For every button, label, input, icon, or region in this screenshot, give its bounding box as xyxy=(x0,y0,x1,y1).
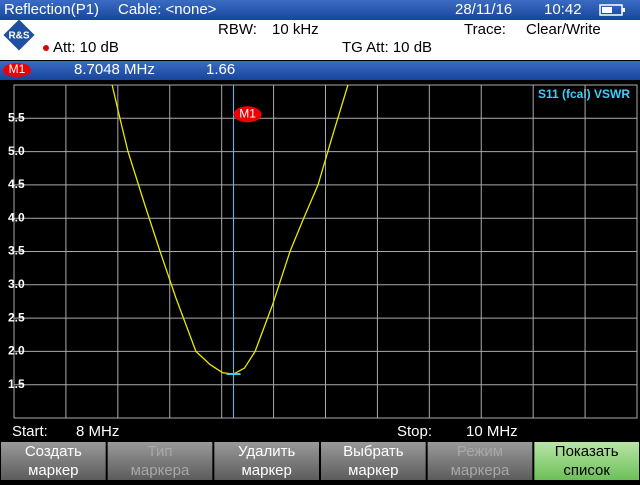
softkey[interactable]: Создать маркер xyxy=(1,442,106,480)
y-tick-label: 2.5 xyxy=(8,310,25,324)
start: 8 MHz xyxy=(76,423,119,440)
trace xyxy=(111,84,349,375)
softkey[interactable]: Удалить маркер xyxy=(214,442,319,480)
y-tick-label: 3.0 xyxy=(8,277,25,291)
marker-flag-label: M1 xyxy=(239,106,256,120)
att-dot xyxy=(43,45,49,51)
cable: Cable: <none> xyxy=(118,1,217,18)
stop-label: Stop: xyxy=(397,423,432,440)
y-tick-label: 5.0 xyxy=(8,144,25,158)
softkey-bg xyxy=(107,442,213,480)
y-tick-label: 4.0 xyxy=(8,210,25,224)
softkey-bg xyxy=(534,442,639,480)
softkey-label: Показать список xyxy=(555,443,619,479)
softkey-line: Показать xyxy=(555,443,619,460)
softkey-label: Удалить маркер xyxy=(238,443,295,479)
softkey-bg xyxy=(1,442,106,480)
stop: 10 MHz xyxy=(466,423,518,440)
softkey-bg xyxy=(321,442,426,480)
softkey-line: Выбрать xyxy=(343,443,404,460)
time: 10:42 xyxy=(544,1,582,18)
softkey: Режим маркера xyxy=(427,442,533,480)
y-tick-label: 3.5 xyxy=(8,244,25,258)
rbw: 10 kHz xyxy=(272,21,319,38)
marker-flag xyxy=(233,106,262,123)
softkey-line: Тип xyxy=(147,443,172,460)
softkey-line: Создать xyxy=(25,443,82,460)
trace-label: Trace: xyxy=(464,21,506,38)
softkey-line: маркер xyxy=(348,462,398,479)
date: 28/11/16 xyxy=(455,1,512,18)
softkey-bg xyxy=(214,442,319,480)
marker-name: M1 xyxy=(9,62,26,76)
start-label: Start: xyxy=(12,423,48,440)
title-bar xyxy=(0,0,640,20)
y-tick-label: 2.0 xyxy=(8,344,25,358)
att: Att: 10 dB xyxy=(53,39,119,56)
softkey-line: маркера xyxy=(451,462,510,479)
marker-value: 1.66 xyxy=(206,61,235,78)
softkey-label: Режим маркера xyxy=(451,443,510,479)
softkey-line: маркера xyxy=(131,462,190,479)
trace: Clear/Write xyxy=(526,21,601,38)
softkey-label: Выбрать маркер xyxy=(343,443,404,479)
trace-title: S11 (fcal) VSWR xyxy=(538,87,630,101)
softkey[interactable]: Выбрать маркер xyxy=(321,442,426,480)
softkey-line: маркер xyxy=(28,462,78,479)
softkey-line: Режим xyxy=(457,443,503,460)
tg-att: TG Att: 10 dB xyxy=(342,39,432,56)
marker-bar xyxy=(0,61,640,80)
y-tick-label: 1.5 xyxy=(8,377,25,391)
svg-text:R&S: R&S xyxy=(8,31,29,42)
softkey-line: список xyxy=(563,462,610,479)
softkey: Тип маркера xyxy=(107,442,213,480)
softkey-label: Создать маркер xyxy=(25,443,82,479)
softkey-label: Тип маркера xyxy=(131,443,190,479)
rbw-label: RBW: xyxy=(218,21,257,38)
y-tick-label: 5.5 xyxy=(8,110,25,124)
settings-panel xyxy=(0,20,640,60)
softkey-bg xyxy=(427,442,533,480)
marker-frequency: 8.7048 MHz xyxy=(74,61,155,78)
softkey-line: маркер xyxy=(241,462,291,479)
y-tick-label: 4.5 xyxy=(8,177,25,191)
mode-title: Reflection(P1) xyxy=(4,1,99,18)
softkey[interactable]: Показать список xyxy=(534,442,639,480)
battery-icon xyxy=(599,4,625,16)
softkey-line: Удалить xyxy=(238,443,295,460)
marker-badge xyxy=(3,63,31,77)
